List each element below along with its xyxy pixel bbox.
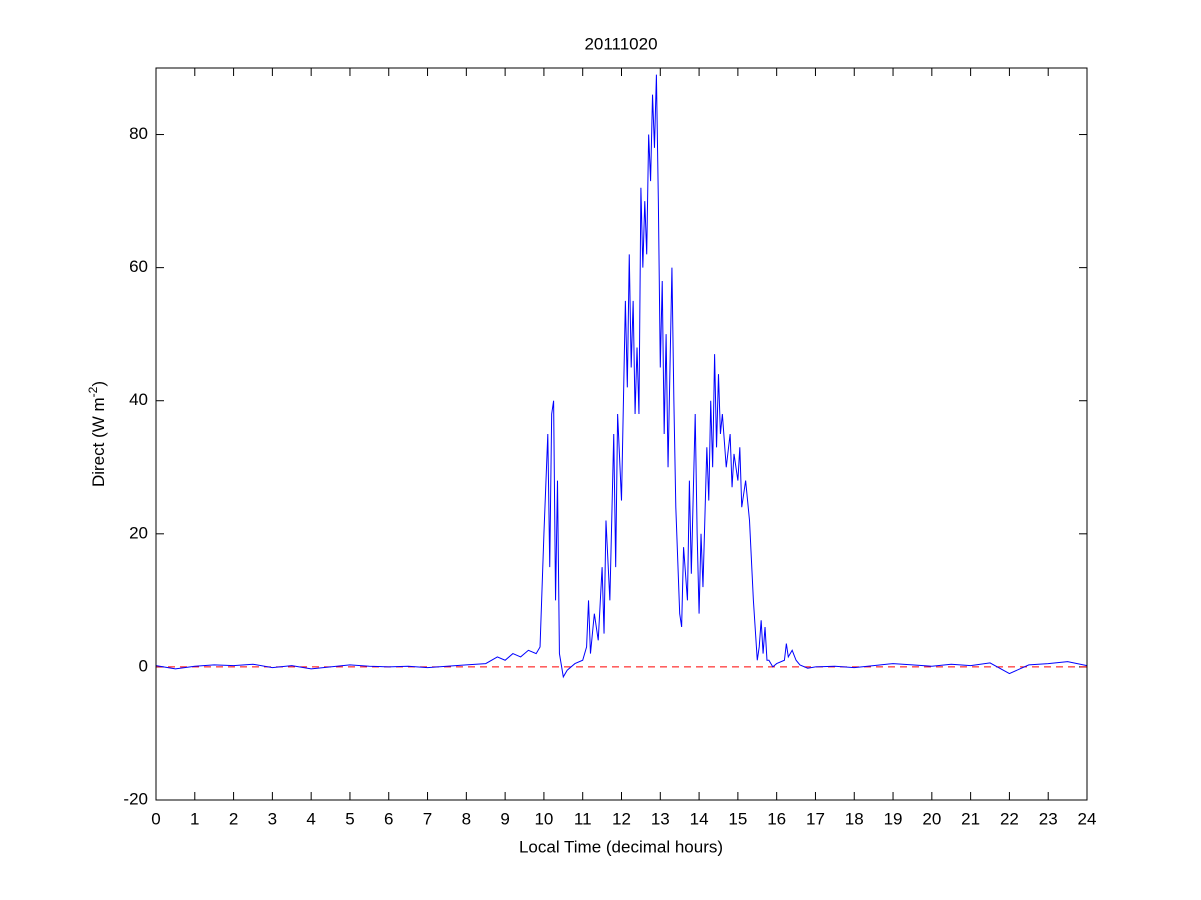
x-tick-label: 19 [884, 809, 903, 828]
x-axis-label: Local Time (decimal hours) [519, 837, 723, 856]
x-tick-label: 5 [345, 809, 354, 828]
plot-frame [155, 67, 1088, 801]
x-tick-label: 11 [574, 809, 592, 828]
chart-title: 20111020 [584, 34, 657, 53]
x-tick-label: 22 [1000, 809, 1019, 828]
x-tick-label: 3 [268, 809, 277, 828]
y-axis-label: Direct (W m-2) [86, 381, 108, 487]
x-tick-label: 18 [845, 809, 864, 828]
y-tick-label: 60 [129, 257, 148, 276]
x-tick-label: 9 [500, 809, 509, 828]
y-label-sup: -2 [86, 386, 100, 397]
y-tick-label: 80 [129, 124, 148, 143]
x-tick-label: 15 [728, 809, 747, 828]
x-tick-label: 20 [922, 809, 941, 828]
x-tick-label: 4 [306, 809, 315, 828]
y-tick-label: -20 [123, 789, 148, 808]
x-tick-label: 0 [151, 809, 160, 828]
x-tick-label: 1 [190, 809, 199, 828]
x-tick-label: 21 [961, 809, 980, 828]
x-tick-label: 16 [767, 809, 786, 828]
x-tick-label: 24 [1078, 809, 1097, 828]
x-tick-label: 13 [651, 809, 670, 828]
x-tick-label: 2 [229, 809, 238, 828]
data-line [155, 74, 1088, 679]
x-tick-label: 23 [1039, 809, 1058, 828]
x-tick-label: 7 [423, 809, 432, 828]
y-tick-label: 0 [139, 656, 148, 675]
x-tick-label: 8 [462, 809, 471, 828]
x-tick-label: 17 [806, 809, 825, 828]
y-label-end: ) [89, 381, 108, 387]
x-tick-label: 6 [384, 809, 393, 828]
y-label-text: Direct (W m [89, 397, 108, 487]
x-tick-label: 12 [612, 809, 631, 828]
y-tick-label: 40 [129, 390, 148, 409]
x-tick-label: 14 [690, 809, 709, 828]
x-tick-label: 10 [534, 809, 553, 828]
y-tick-label: 20 [129, 523, 148, 542]
